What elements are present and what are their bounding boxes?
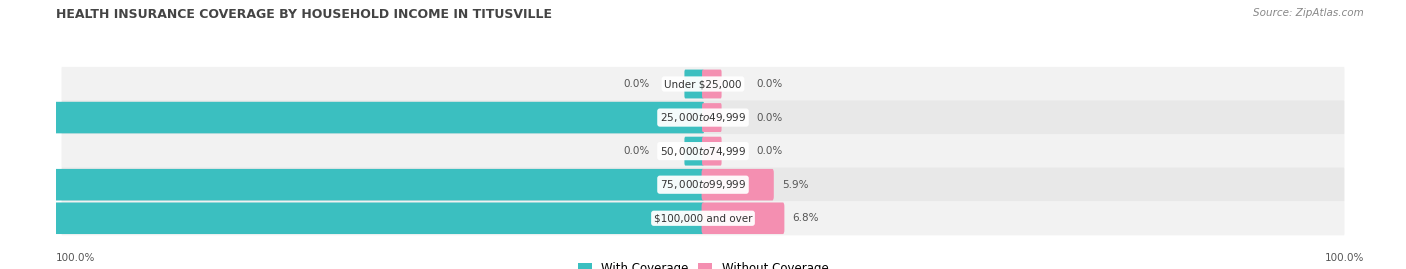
Text: 0.0%: 0.0% <box>624 79 650 89</box>
Legend: With Coverage, Without Coverage: With Coverage, Without Coverage <box>572 257 834 269</box>
FancyBboxPatch shape <box>685 137 704 165</box>
Text: 100.0%: 100.0% <box>1324 253 1364 263</box>
FancyBboxPatch shape <box>62 134 1344 168</box>
Text: 0.0%: 0.0% <box>756 112 782 123</box>
FancyBboxPatch shape <box>702 137 721 165</box>
Text: 0.0%: 0.0% <box>756 146 782 156</box>
FancyBboxPatch shape <box>62 201 1344 235</box>
FancyBboxPatch shape <box>62 67 1344 101</box>
FancyBboxPatch shape <box>0 203 704 234</box>
Text: 0.0%: 0.0% <box>756 79 782 89</box>
FancyBboxPatch shape <box>702 103 721 132</box>
Text: $50,000 to $74,999: $50,000 to $74,999 <box>659 145 747 158</box>
Text: $75,000 to $99,999: $75,000 to $99,999 <box>659 178 747 191</box>
Text: 5.9%: 5.9% <box>782 180 808 190</box>
Text: $100,000 and over: $100,000 and over <box>654 213 752 223</box>
Text: 0.0%: 0.0% <box>624 146 650 156</box>
FancyBboxPatch shape <box>0 169 704 200</box>
FancyBboxPatch shape <box>685 70 704 98</box>
Text: Source: ZipAtlas.com: Source: ZipAtlas.com <box>1253 8 1364 18</box>
Text: HEALTH INSURANCE COVERAGE BY HOUSEHOLD INCOME IN TITUSVILLE: HEALTH INSURANCE COVERAGE BY HOUSEHOLD I… <box>56 8 553 21</box>
FancyBboxPatch shape <box>702 70 721 98</box>
FancyBboxPatch shape <box>702 169 773 200</box>
FancyBboxPatch shape <box>702 203 785 234</box>
FancyBboxPatch shape <box>62 100 1344 135</box>
Text: Under $25,000: Under $25,000 <box>664 79 742 89</box>
FancyBboxPatch shape <box>0 102 704 133</box>
FancyBboxPatch shape <box>62 168 1344 202</box>
Text: 6.8%: 6.8% <box>793 213 818 223</box>
Text: $25,000 to $49,999: $25,000 to $49,999 <box>659 111 747 124</box>
Text: 100.0%: 100.0% <box>56 253 96 263</box>
